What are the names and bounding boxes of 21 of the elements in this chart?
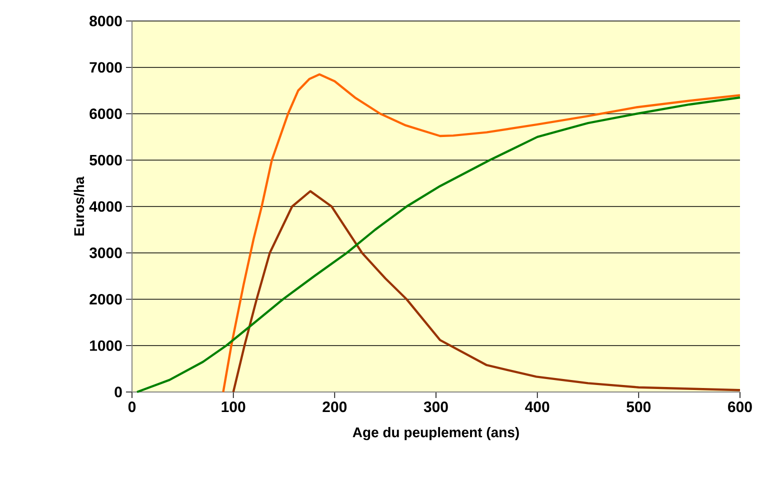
y-tick-label: 0 [114,386,122,398]
x-tick-label: 300 [424,402,448,412]
y-tick-label: 1000 [90,340,122,351]
y-tick-label: 2000 [90,294,122,305]
y-tick-label: 6000 [90,108,122,120]
line-series [136,96,742,394]
x-tick-label: 0 [128,402,136,412]
y-tick-label: 4000 [89,201,122,212]
y-tick-label: 7000 [90,62,122,73]
y-axis-title: Euros/ha [74,176,84,236]
y-tick-label: 8000 [90,16,122,26]
x-tick-label: 500 [626,402,651,412]
x-tick-label: 200 [322,402,347,412]
y-tick-label: 5000 [90,154,122,166]
x-tick-label: 600 [728,402,752,412]
x-axis-title: Age du peuplement (ans) [352,427,519,440]
line-series [232,190,742,394]
x-tick-label: 100 [222,402,246,412]
line-series [222,73,742,394]
x-tick-label: 400 [525,402,550,412]
y-tick-label: 3000 [89,248,122,258]
